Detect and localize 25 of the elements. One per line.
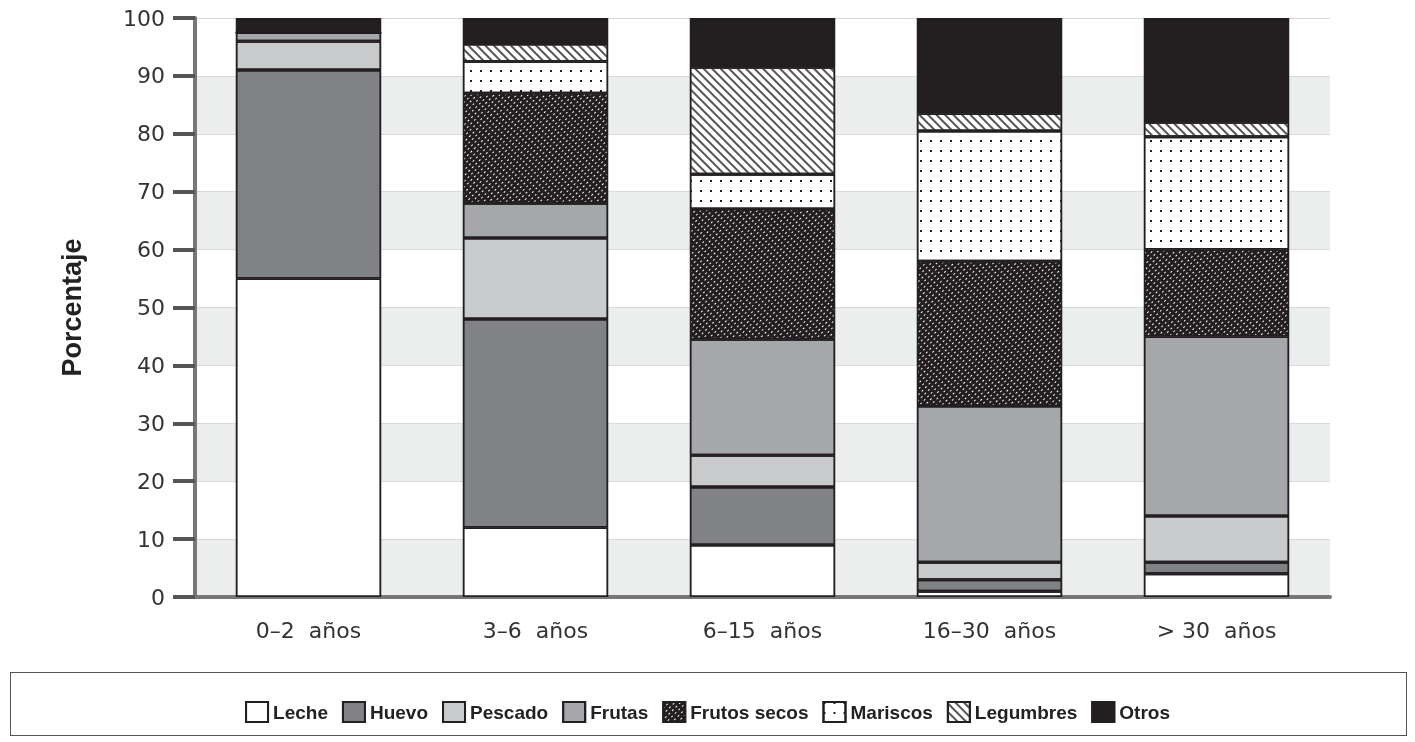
x-tick-label: 16–30 años: [922, 617, 1057, 643]
legend-label: Otros: [1119, 701, 1170, 723]
legend-label: Huevo: [369, 701, 429, 723]
y-tick-label: 50: [137, 295, 165, 320]
x-tick-label: 3–6 años: [482, 617, 589, 643]
x-tick-label: 6–15 años: [702, 617, 823, 643]
legend-label: Mariscos: [850, 701, 933, 723]
legend-label: Frutas: [590, 701, 649, 723]
y-tick-label: 70: [137, 179, 165, 205]
y-tick-label: 10: [137, 526, 165, 552]
x-tick-label: > 30 años: [1156, 617, 1277, 643]
legend-label: Frutos secos: [690, 701, 809, 723]
x-tick-label: 0–2 años: [255, 617, 362, 643]
legend-label: Leche: [273, 701, 328, 723]
y-tick-label: 30: [137, 410, 165, 436]
y-tick-label: 80: [137, 121, 165, 147]
y-tick-label: 60: [137, 237, 165, 263]
y-tick-label: 0: [151, 584, 165, 610]
y-tick-label: 20: [137, 468, 165, 494]
y-axis-title: Porcentaje: [56, 238, 87, 377]
y-tick-label: 100: [123, 5, 165, 31]
y-tick-label: 90: [137, 63, 165, 89]
legend-label: Legumbres: [974, 701, 1078, 723]
legend-label: Pescado: [470, 701, 549, 723]
y-tick-label: 40: [137, 352, 165, 378]
